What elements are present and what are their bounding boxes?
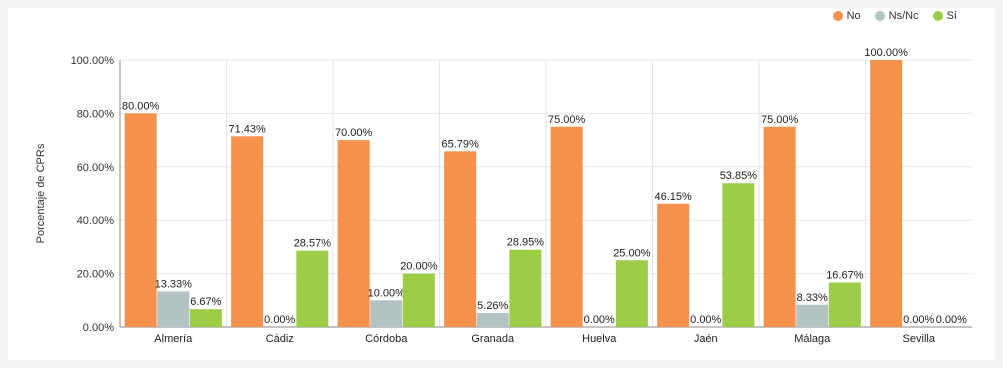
bar-s[interactable] xyxy=(402,273,435,327)
x-tick-label: Granada xyxy=(471,333,515,345)
bar-no[interactable] xyxy=(444,151,477,327)
x-tick-label: Málaga xyxy=(794,333,831,345)
bar-nsnc[interactable] xyxy=(476,312,509,327)
x-tick-label: Sevilla xyxy=(903,333,936,345)
bar-no[interactable] xyxy=(763,126,796,327)
chart-legend: No Ns/Nc Sí xyxy=(832,10,957,22)
data-label: 65.79% xyxy=(441,138,479,150)
data-label: 70.00% xyxy=(335,127,373,139)
data-label: 0.00% xyxy=(264,314,295,326)
y-tick-label: 0.00% xyxy=(83,322,114,334)
y-tick-label: 100.00% xyxy=(71,55,115,67)
data-label: 20.00% xyxy=(400,261,438,273)
data-label: 100.00% xyxy=(864,47,908,59)
y-axis-label: Porcentaje de CPRs xyxy=(35,143,47,243)
legend-label-no: No xyxy=(846,10,861,22)
legend-item-si[interactable]: Sí xyxy=(932,10,957,22)
bar-s[interactable] xyxy=(296,250,329,327)
y-tick-label: 60.00% xyxy=(77,162,115,174)
data-label: 28.95% xyxy=(507,237,545,249)
bar-nsnc[interactable] xyxy=(157,291,190,327)
data-label: 25.00% xyxy=(613,247,651,259)
data-label: 5.26% xyxy=(477,300,508,312)
x-tick-label: Cádiz xyxy=(266,333,294,345)
legend-dot-no xyxy=(832,11,843,21)
bar-no[interactable] xyxy=(550,126,583,327)
legend-item-nsnc[interactable]: Ns/Nc xyxy=(874,10,919,22)
y-tick-label: 20.00% xyxy=(77,269,115,281)
bar-s[interactable] xyxy=(189,309,222,327)
bar-no[interactable] xyxy=(870,60,903,327)
legend-label-nsnc: Ns/Nc xyxy=(888,10,919,22)
data-label: 13.33% xyxy=(155,278,193,290)
data-label: 6.67% xyxy=(190,296,221,308)
bar-no[interactable] xyxy=(124,113,157,328)
x-tick-label: Almería xyxy=(154,333,193,345)
bar-s[interactable] xyxy=(828,282,861,327)
x-tick-label: Jaén xyxy=(694,333,718,345)
bar-nsnc[interactable] xyxy=(796,304,829,327)
legend-dot-nsnc xyxy=(874,11,885,21)
data-label: 8.33% xyxy=(797,292,828,304)
data-label: 0.00% xyxy=(903,314,934,326)
data-label: 0.00% xyxy=(690,314,721,326)
legend-label-si: Sí xyxy=(946,10,957,22)
data-label: 80.00% xyxy=(122,100,160,112)
x-tick-label: Huelva xyxy=(582,333,617,345)
x-tick-label: Córdoba xyxy=(365,333,408,345)
y-tick-label: 80.00% xyxy=(77,108,115,120)
data-label: 75.00% xyxy=(761,114,799,126)
legend-item-no[interactable]: No xyxy=(832,10,861,22)
bar-no[interactable] xyxy=(231,136,264,327)
data-label: 75.00% xyxy=(548,114,586,126)
data-label: 28.57% xyxy=(294,238,332,250)
data-label: 16.67% xyxy=(826,269,864,281)
bar-s[interactable] xyxy=(509,249,542,327)
y-tick-label: 40.00% xyxy=(77,215,115,227)
data-label: 53.85% xyxy=(720,170,758,182)
bar-nsnc[interactable] xyxy=(370,300,403,327)
legend-dot-si xyxy=(932,11,943,21)
data-label: 10.00% xyxy=(368,287,406,299)
bar-no[interactable] xyxy=(337,140,370,327)
bar-s[interactable] xyxy=(615,260,648,327)
data-label: 0.00% xyxy=(584,314,615,326)
bar-no[interactable] xyxy=(657,203,690,327)
data-label: 0.00% xyxy=(936,314,967,326)
data-label: 71.43% xyxy=(228,123,266,135)
data-label: 46.15% xyxy=(654,191,692,203)
bar-s[interactable] xyxy=(722,183,755,327)
